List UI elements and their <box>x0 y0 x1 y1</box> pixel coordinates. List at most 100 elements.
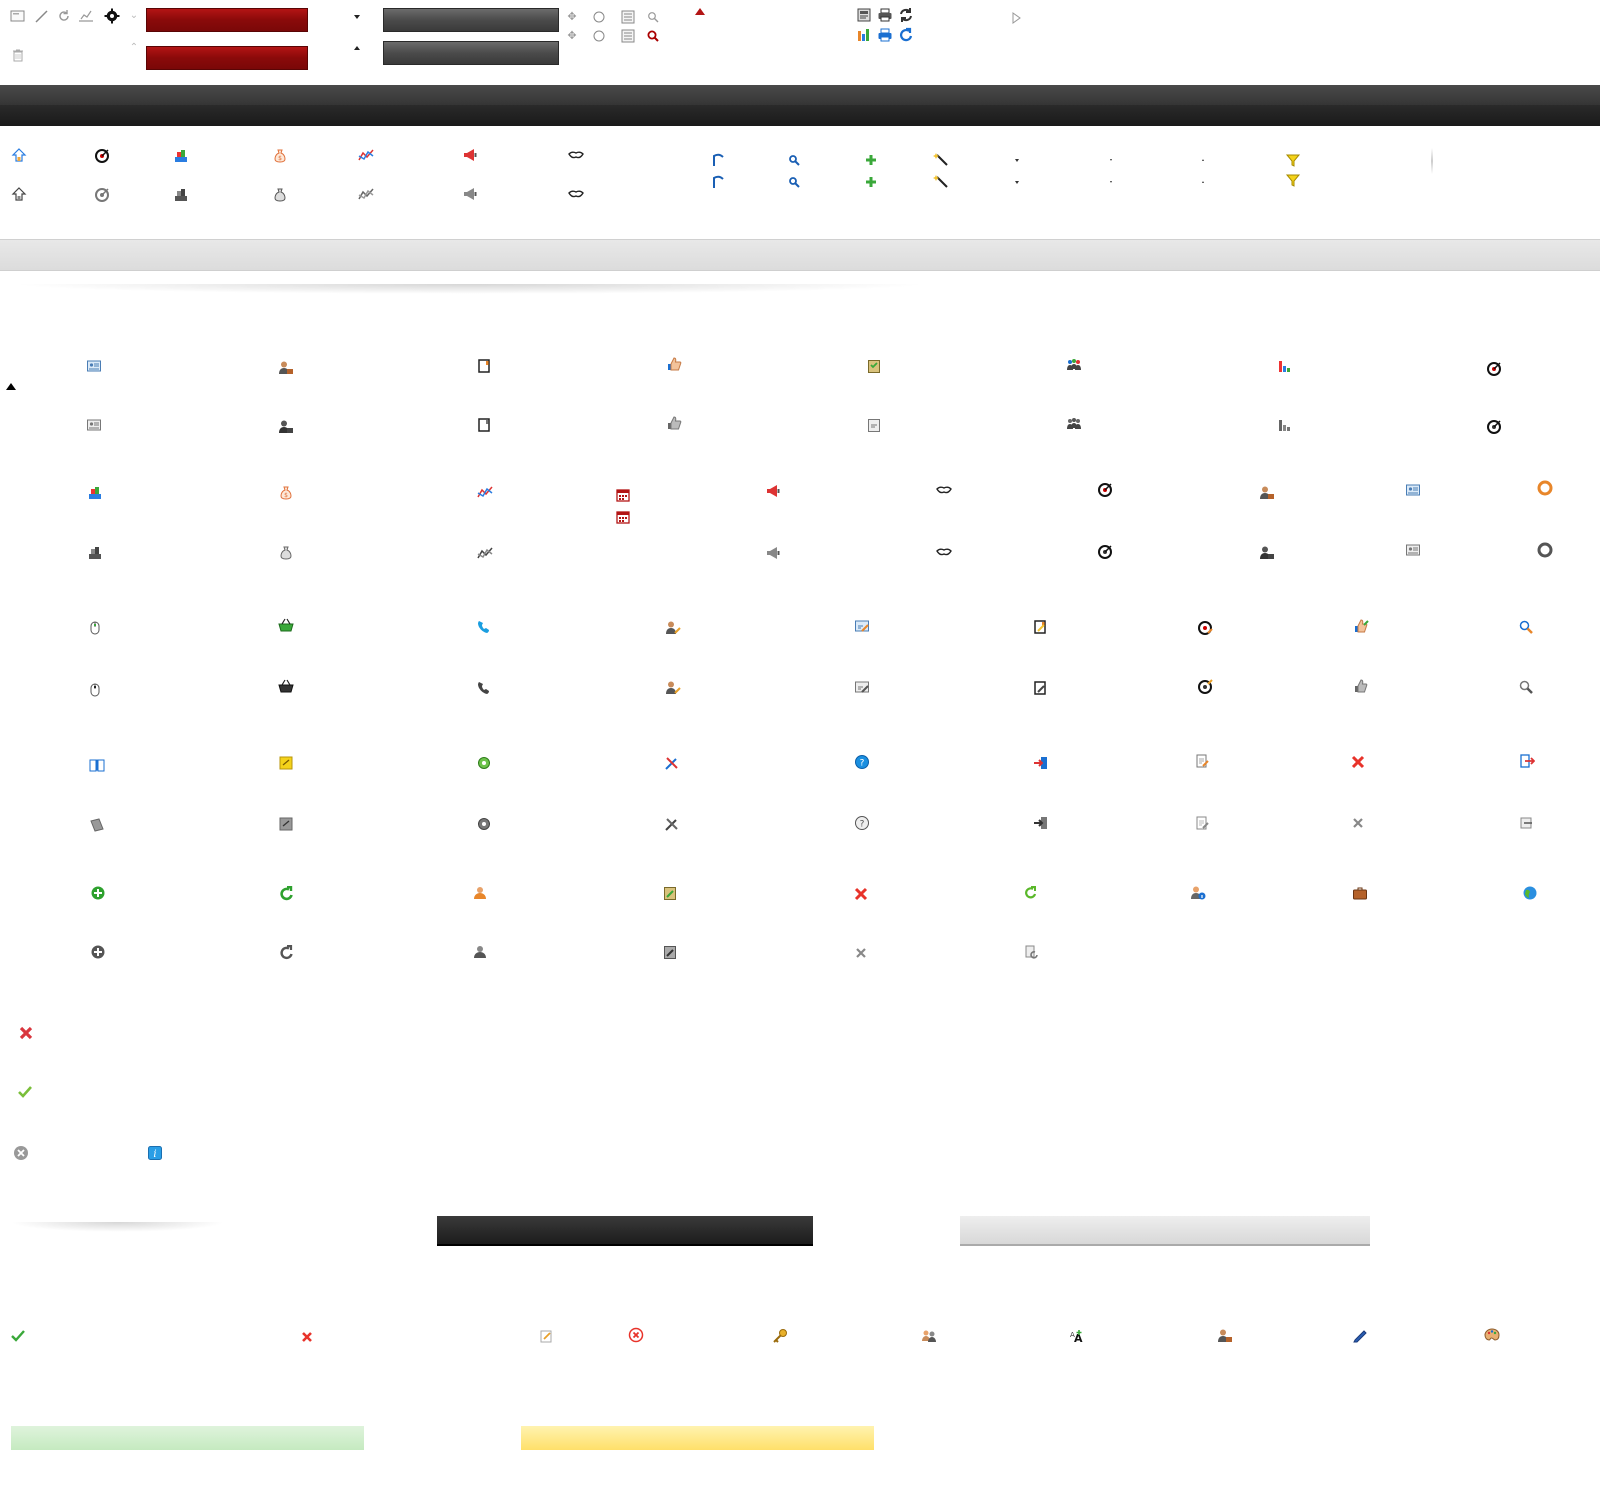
flag-icon[interactable] <box>711 152 727 168</box>
book-icon[interactable] <box>89 817 105 833</box>
target-icon[interactable] <box>1486 361 1502 377</box>
settings-icon[interactable] <box>476 816 492 832</box>
stats-icon[interactable] <box>358 147 374 163</box>
megaphone-icon[interactable] <box>462 147 478 163</box>
dropdown-icon[interactable] <box>1009 174 1025 190</box>
book-icon[interactable] <box>89 757 105 773</box>
megaphone-icon[interactable] <box>765 483 781 499</box>
clipboard-edit-icon[interactable] <box>662 944 678 960</box>
sync-icon[interactable] <box>898 7 914 23</box>
phone-icon[interactable] <box>476 619 492 635</box>
notebook-edit-icon[interactable] <box>1032 680 1048 696</box>
settings-icon[interactable] <box>476 755 492 771</box>
palette-icon[interactable] <box>1484 1327 1500 1343</box>
card-edit-icon[interactable] <box>854 618 870 634</box>
zoom-icon[interactable] <box>786 152 802 168</box>
note-icon[interactable] <box>278 755 294 771</box>
thumbs-up-icon[interactable] <box>666 415 682 431</box>
filter-icon[interactable] <box>1285 152 1301 168</box>
user-edit-icon[interactable] <box>665 680 681 696</box>
logout-icon[interactable] <box>1519 753 1535 769</box>
refresh-small-icon[interactable] <box>1023 885 1039 901</box>
red-up-triangle-icon[interactable] <box>692 4 708 20</box>
user-briefcase-icon[interactable] <box>1217 1328 1233 1344</box>
search-icon[interactable] <box>1518 679 1534 695</box>
dark-button-normal[interactable] <box>383 8 559 32</box>
radio-icon[interactable] <box>591 28 607 44</box>
bar-chart-icon[interactable] <box>1277 358 1293 374</box>
clipboard-icon[interactable] <box>866 417 882 433</box>
megaphone-icon[interactable] <box>765 545 781 561</box>
mouse-icon[interactable] <box>87 682 103 698</box>
lifebuoy-icon[interactable] <box>1537 480 1553 496</box>
target-icon[interactable] <box>1486 419 1502 435</box>
dropdown-up-icon[interactable] <box>1195 152 1211 168</box>
megaphone-icon[interactable] <box>462 186 478 202</box>
money-bag-icon[interactable]: $ <box>272 148 288 164</box>
edit-doc-icon[interactable] <box>1194 815 1210 831</box>
pen-icon[interactable] <box>34 8 50 24</box>
home-icon[interactable] <box>11 186 27 202</box>
phone-icon[interactable] <box>476 680 492 696</box>
cancel-circle-icon[interactable] <box>13 1145 29 1161</box>
user-briefcase-icon[interactable] <box>1259 545 1275 561</box>
handshake-icon[interactable] <box>568 186 584 202</box>
dark-button-hover[interactable] <box>383 41 559 65</box>
logout-icon[interactable] <box>1519 815 1535 831</box>
wand-icon[interactable] <box>933 152 949 168</box>
stats-icon[interactable] <box>358 186 374 202</box>
up-triangle-icon[interactable] <box>3 378 19 394</box>
exit-icon[interactable] <box>1033 755 1049 771</box>
notebook-edit-icon[interactable] <box>1032 619 1048 635</box>
close-icon[interactable] <box>1350 754 1366 770</box>
report-icon[interactable] <box>856 7 872 23</box>
info-icon[interactable]: i <box>147 1145 163 1161</box>
money-bag-icon[interactable] <box>278 545 294 561</box>
target-edit-icon[interactable] <box>1197 679 1213 695</box>
dropdown-up-icon[interactable] <box>1195 174 1211 190</box>
magnifier-icon[interactable] <box>645 9 661 25</box>
edit-doc-icon[interactable] <box>1194 753 1210 769</box>
refresh-green-icon[interactable] <box>279 886 295 902</box>
contact-card-icon[interactable] <box>86 358 102 374</box>
calendar-icon[interactable] <box>615 487 631 503</box>
error-icon[interactable] <box>18 1025 34 1041</box>
target-edit-icon[interactable] <box>1197 620 1213 636</box>
cross-move-icon[interactable]: ✥ <box>567 10 577 23</box>
radio-icon[interactable] <box>591 9 607 25</box>
close-icon[interactable] <box>853 945 869 961</box>
help-icon[interactable]: ? <box>854 815 870 831</box>
basket-icon[interactable] <box>278 678 294 694</box>
sales-icon[interactable] <box>87 545 103 561</box>
target-icon[interactable] <box>1097 482 1113 498</box>
dropdown-small-icon[interactable] <box>1103 152 1119 168</box>
list-icon[interactable] <box>620 9 636 25</box>
sales-icon[interactable] <box>173 148 189 164</box>
lifebuoy-icon[interactable] <box>1537 542 1553 558</box>
note-icon[interactable] <box>278 816 294 832</box>
play-outline-icon[interactable] <box>1008 10 1024 26</box>
add-icon[interactable] <box>863 174 879 190</box>
notebook-icon[interactable] <box>476 358 492 374</box>
user-briefcase-icon[interactable] <box>1259 485 1275 501</box>
money-bag-icon[interactable]: $ <box>278 485 294 501</box>
thumb-edit-icon[interactable] <box>1353 618 1369 634</box>
magnifier-red-icon[interactable] <box>645 28 661 44</box>
gear-icon[interactable] <box>104 8 120 24</box>
user-info-icon[interactable] <box>1190 885 1206 901</box>
arrow-up-icon[interactable] <box>349 40 365 56</box>
delete-icon[interactable] <box>299 1329 315 1345</box>
pencil-icon[interactable] <box>1352 1327 1368 1343</box>
handshake-icon[interactable] <box>568 147 584 163</box>
money-bag-icon[interactable] <box>272 187 288 203</box>
sales-icon[interactable] <box>87 485 103 501</box>
arrow-down-icon[interactable] <box>349 9 365 25</box>
add-circle-icon[interactable] <box>90 944 106 960</box>
stats-icon[interactable] <box>477 545 493 561</box>
contact-card-icon[interactable] <box>1405 542 1421 558</box>
basket-icon[interactable] <box>278 617 294 633</box>
stats-icon[interactable] <box>477 484 493 500</box>
edit-chart-icon[interactable] <box>78 8 94 24</box>
notebook-icon[interactable] <box>476 417 492 433</box>
close-icon[interactable] <box>1350 815 1366 831</box>
